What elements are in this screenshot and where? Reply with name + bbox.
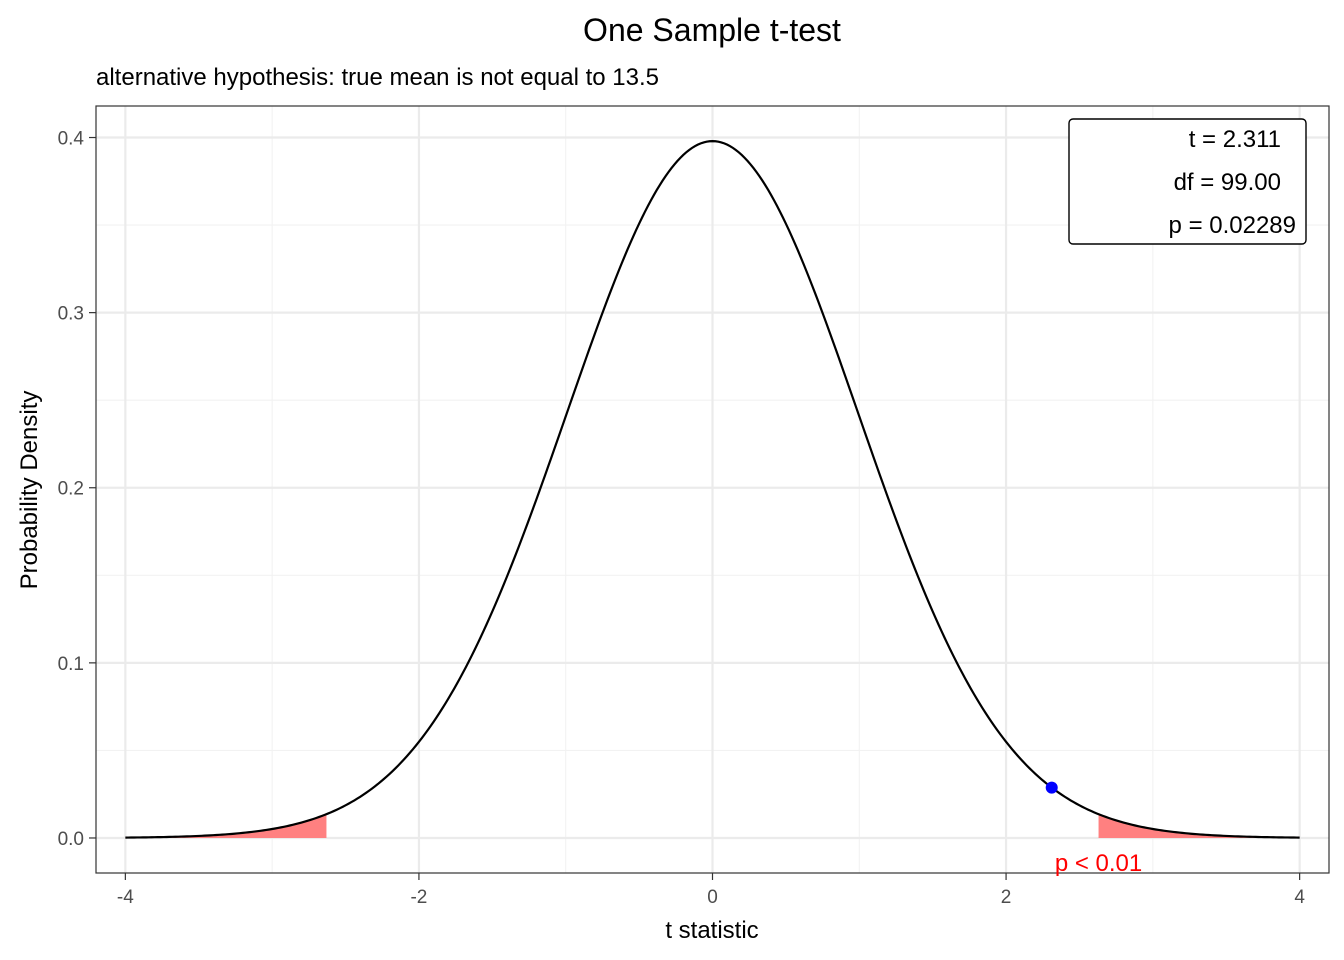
rejection-regions bbox=[125, 814, 1300, 838]
density-curve-layer bbox=[125, 140, 1300, 839]
x-tick-label: 4 bbox=[1294, 887, 1305, 908]
stats-box-frame bbox=[1068, 118, 1307, 245]
stats-box: t = 2.311 df = 99.00 p = 0.02289 bbox=[1068, 118, 1307, 245]
x-tick-label: 0 bbox=[707, 887, 718, 908]
y-tick-label: 0.2 bbox=[58, 479, 84, 500]
observed-t-point bbox=[1045, 781, 1058, 794]
x-tick-label: 2 bbox=[1001, 887, 1012, 908]
y-tick-label: 0.3 bbox=[58, 304, 84, 325]
stat-p-value: p = 0.02289 bbox=[1169, 212, 1296, 239]
x-axis-title: t statistic bbox=[665, 917, 758, 944]
stat-df-value: df = 99.00 bbox=[1174, 169, 1281, 196]
rejection-region-right bbox=[1098, 814, 1300, 838]
chart-title: One Sample t-test bbox=[583, 12, 841, 48]
x-tick-label: -4 bbox=[117, 887, 134, 908]
axis-ticks: -4 -2 0 2 4 0.0 0.1 0.2 0.3 0.4 bbox=[58, 129, 1306, 908]
stat-t-value: t = 2.311 bbox=[1189, 126, 1281, 153]
y-axis-title: Probability Density bbox=[16, 391, 43, 590]
y-tick-label: 0.0 bbox=[58, 829, 84, 850]
rejection-region-left bbox=[125, 814, 327, 838]
chart-subtitle: alternative hypothesis: true mean is not… bbox=[96, 64, 659, 91]
x-tick-label: -2 bbox=[410, 887, 427, 908]
observed-point-layer bbox=[1045, 781, 1058, 794]
critical-region-label: p < 0.01 bbox=[1055, 850, 1142, 877]
density-curve bbox=[125, 140, 1300, 839]
y-tick-label: 0.4 bbox=[58, 129, 85, 150]
y-tick-label: 0.1 bbox=[58, 654, 84, 675]
